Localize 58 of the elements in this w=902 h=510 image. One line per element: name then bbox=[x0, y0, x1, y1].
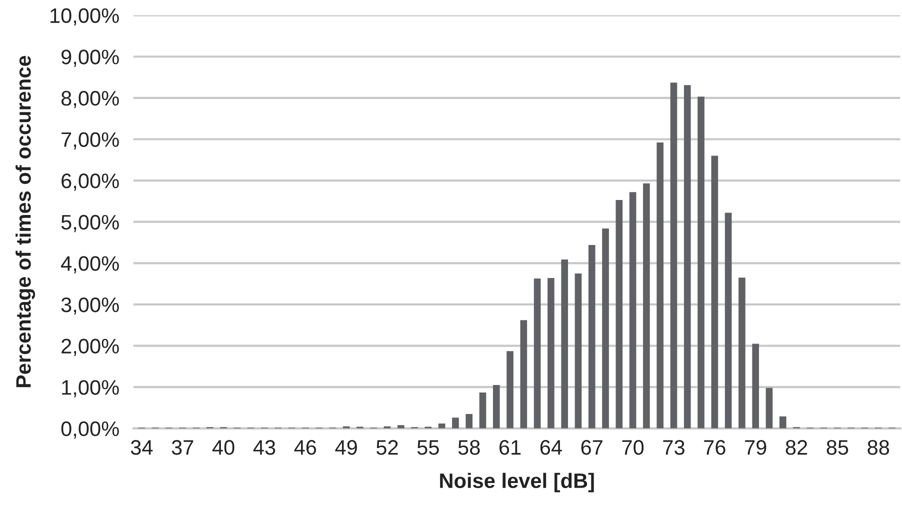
bar bbox=[684, 85, 691, 428]
bar bbox=[492, 385, 500, 428]
x-tick-label: 43 bbox=[253, 440, 276, 455]
x-tick-label: 58 bbox=[458, 440, 480, 455]
bar bbox=[574, 273, 582, 428]
bar bbox=[506, 351, 514, 428]
bar bbox=[752, 344, 759, 428]
y-tick-label: 10,00% bbox=[50, 8, 119, 26]
bar bbox=[698, 96, 704, 428]
bar bbox=[711, 156, 718, 428]
x-tick-label: 40 bbox=[212, 440, 234, 455]
x-tick-label: 37 bbox=[172, 440, 194, 455]
y-axis-title: Percentage of times of occurence bbox=[16, 56, 36, 388]
x-tick-label: 46 bbox=[294, 440, 316, 455]
x-tick-label: 85 bbox=[826, 440, 848, 455]
x-tick-label: 76 bbox=[704, 440, 726, 455]
x-tick-label: 67 bbox=[581, 440, 602, 455]
x-tick-label: 70 bbox=[622, 440, 644, 455]
bar bbox=[548, 278, 554, 428]
x-tick-label: 55 bbox=[417, 440, 439, 455]
x-axis-title: Noise level [dB] bbox=[440, 472, 594, 492]
bar bbox=[766, 388, 773, 428]
x-tick-label: 73 bbox=[663, 440, 684, 455]
bar bbox=[738, 278, 746, 428]
bar bbox=[479, 392, 486, 428]
y-tick-label: 2,00% bbox=[62, 338, 119, 356]
y-tick-label: 6,00% bbox=[62, 174, 119, 191]
x-tick-label: 34 bbox=[130, 440, 153, 455]
y-tick-label: 3,00% bbox=[61, 297, 119, 315]
x-tick-label: 82 bbox=[786, 440, 808, 455]
y-tick-label: 7,00% bbox=[62, 132, 119, 150]
bar bbox=[724, 212, 732, 428]
x-tick-label: 61 bbox=[499, 440, 521, 455]
x-tick-label: 52 bbox=[376, 440, 398, 455]
bar bbox=[779, 416, 786, 428]
y-tick-label: 1,00% bbox=[62, 380, 119, 398]
bar bbox=[588, 244, 596, 428]
x-tick-label: 88 bbox=[868, 440, 890, 455]
bar bbox=[629, 192, 636, 428]
bar bbox=[656, 142, 664, 428]
bar bbox=[670, 82, 678, 428]
x-tick-label: 79 bbox=[745, 440, 766, 455]
bar bbox=[452, 418, 459, 428]
bar bbox=[520, 320, 528, 428]
bar bbox=[534, 278, 541, 428]
x-tick-label: 64 bbox=[540, 440, 562, 455]
bar bbox=[466, 414, 473, 428]
bar bbox=[397, 425, 404, 428]
x-tick-label: 49 bbox=[335, 440, 357, 455]
y-tick-label: 0,00% bbox=[61, 421, 119, 439]
bar bbox=[561, 259, 568, 428]
bar bbox=[616, 200, 623, 428]
y-tick-label: 8,00% bbox=[61, 90, 119, 108]
y-tick-label: 9,00% bbox=[62, 50, 119, 67]
y-tick-label: 5,00% bbox=[61, 214, 119, 232]
bar bbox=[643, 183, 650, 428]
bar bbox=[602, 228, 609, 428]
y-tick-label: 4,00% bbox=[61, 256, 119, 274]
